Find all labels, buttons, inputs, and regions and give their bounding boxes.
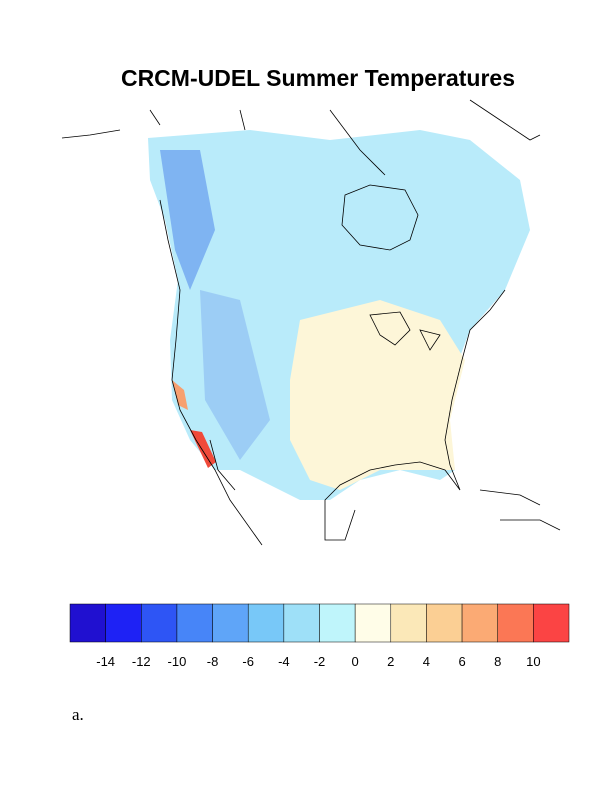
colorbar-label: 4 (423, 654, 430, 669)
cool-region (200, 290, 270, 460)
colorbar-label: -2 (314, 654, 326, 669)
warm-region (190, 430, 216, 468)
colorbar-box (426, 603, 463, 643)
colorbar-box (283, 603, 320, 643)
colorbar: -14 -12 -10 -8 -6 -4 -2 0 2 4 6 8 10 (69, 603, 570, 669)
colorbar-label: 0 (352, 654, 359, 669)
colorbar-label: -14 (96, 654, 115, 669)
warm-region (172, 380, 188, 410)
colorbar-label: 8 (494, 654, 501, 669)
colorbar-label: -4 (278, 654, 290, 669)
map (61, 99, 561, 546)
colorbar-box (319, 603, 356, 643)
colorbar-label: -12 (132, 654, 151, 669)
colorbar-box (69, 603, 106, 643)
coastline (479, 489, 561, 531)
coastline (61, 99, 541, 176)
colorbar-box (247, 603, 285, 643)
hudson-bay (341, 184, 419, 251)
colorbar-label: 6 (458, 654, 465, 669)
colorbar-box (176, 603, 213, 643)
warm-region (290, 300, 465, 490)
colorbar-label: -10 (168, 654, 187, 669)
colorbar-label: -8 (207, 654, 219, 669)
title: CRCM-UDEL Summer Temperatures (121, 65, 515, 91)
colorbar-label: 2 (387, 654, 394, 669)
great-lakes (369, 311, 441, 351)
colorbar-box (390, 603, 427, 643)
colorbar-box (354, 603, 392, 643)
coastline (159, 199, 263, 546)
colorbar-box (497, 603, 534, 643)
colorbar-label: -6 (242, 654, 254, 669)
caption: a. (72, 705, 84, 724)
colorbar-box (461, 603, 498, 643)
colorbar-box (533, 603, 570, 643)
cool-region (160, 150, 215, 290)
colorbar-label: 10 (526, 654, 540, 669)
colorbar-box (141, 603, 178, 643)
colorbar-box (212, 603, 249, 643)
coastline (324, 289, 506, 541)
colorbar-box (105, 603, 142, 643)
